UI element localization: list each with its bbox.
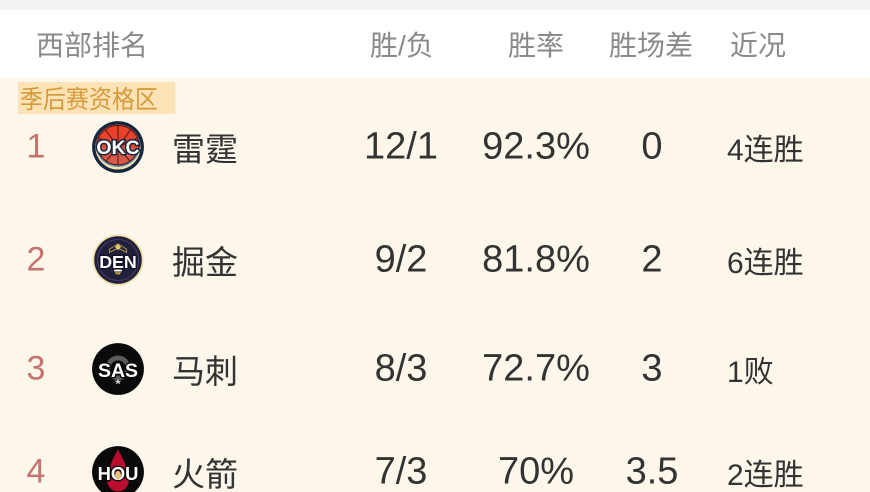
svg-text:SAS: SAS: [98, 360, 138, 382]
svg-text:DEN: DEN: [99, 252, 137, 272]
svg-text:OKC: OKC: [96, 137, 139, 159]
